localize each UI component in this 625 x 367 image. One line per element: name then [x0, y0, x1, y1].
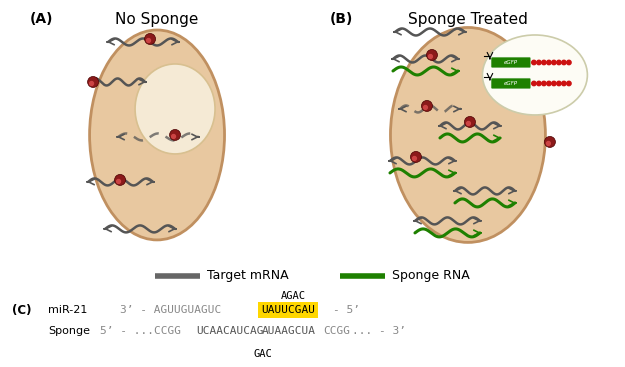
Circle shape: [562, 60, 566, 65]
Circle shape: [532, 81, 536, 86]
Circle shape: [464, 116, 476, 127]
Circle shape: [557, 60, 561, 65]
Circle shape: [544, 137, 556, 148]
Text: Sponge RNA: Sponge RNA: [392, 269, 470, 282]
Text: Target mRNA: Target mRNA: [207, 269, 289, 282]
Circle shape: [117, 179, 121, 184]
Circle shape: [557, 81, 561, 86]
Circle shape: [532, 60, 536, 65]
Circle shape: [412, 156, 416, 160]
Circle shape: [424, 106, 428, 109]
Circle shape: [552, 60, 556, 65]
Circle shape: [466, 121, 471, 126]
Circle shape: [542, 60, 546, 65]
Circle shape: [546, 142, 551, 145]
Circle shape: [567, 60, 571, 65]
Circle shape: [421, 101, 432, 112]
Text: Sponge: Sponge: [48, 326, 90, 336]
Circle shape: [562, 81, 566, 86]
Ellipse shape: [135, 64, 215, 154]
Text: GAC: GAC: [254, 349, 272, 359]
Circle shape: [172, 135, 176, 138]
Circle shape: [567, 81, 571, 86]
Text: - 5’: - 5’: [333, 305, 360, 315]
Text: AGAC: AGAC: [281, 291, 306, 301]
Circle shape: [552, 81, 556, 86]
Text: (C): (C): [12, 304, 31, 317]
Text: CCGG: CCGG: [323, 326, 350, 336]
Circle shape: [537, 60, 541, 65]
Text: miR-21: miR-21: [48, 305, 88, 315]
Text: (B): (B): [330, 12, 353, 26]
Text: Sponge Treated: Sponge Treated: [408, 12, 528, 27]
FancyBboxPatch shape: [491, 57, 531, 68]
Circle shape: [426, 50, 438, 61]
Circle shape: [169, 130, 181, 141]
Text: AUAAGCUA: AUAAGCUA: [262, 326, 316, 336]
Circle shape: [144, 33, 156, 44]
Circle shape: [411, 152, 421, 163]
Text: eGFP: eGFP: [504, 81, 518, 86]
Circle shape: [147, 39, 151, 43]
Circle shape: [88, 76, 99, 87]
Text: 5’ - ...CCGG: 5’ - ...CCGG: [100, 326, 181, 336]
Text: (A): (A): [30, 12, 54, 26]
Text: UAUUCGAU: UAUUCGAU: [261, 305, 315, 315]
Ellipse shape: [391, 28, 546, 243]
Circle shape: [89, 81, 94, 86]
Ellipse shape: [482, 35, 588, 115]
Text: UCAACAUCAG: UCAACAUCAG: [196, 326, 264, 336]
Circle shape: [429, 55, 432, 58]
Circle shape: [547, 60, 551, 65]
FancyBboxPatch shape: [491, 78, 531, 89]
Text: ... - 3’: ... - 3’: [352, 326, 406, 336]
Text: eGFP: eGFP: [504, 60, 518, 65]
Circle shape: [114, 174, 126, 185]
Circle shape: [542, 81, 546, 86]
Text: No Sponge: No Sponge: [116, 12, 199, 27]
Circle shape: [537, 81, 541, 86]
Ellipse shape: [89, 30, 224, 240]
Text: 3’ - AGUUGUAGUC: 3’ - AGUUGUAGUC: [120, 305, 221, 315]
Circle shape: [547, 81, 551, 86]
